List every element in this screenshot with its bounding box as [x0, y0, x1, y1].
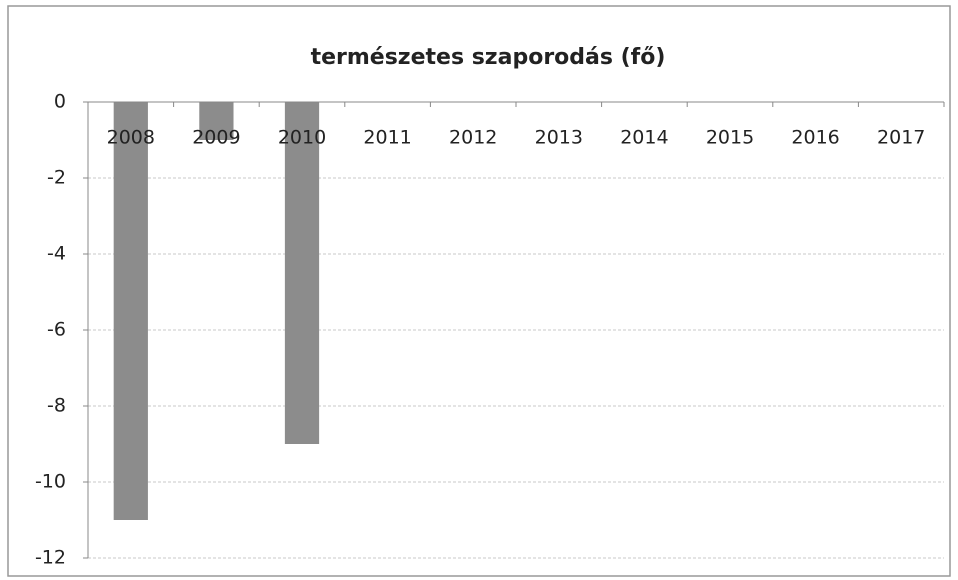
y-tick-label: -12: [35, 547, 66, 569]
x-tick-label: 2014: [620, 127, 668, 149]
y-tick-label: -10: [35, 471, 66, 493]
y-tick-label: -4: [47, 243, 66, 265]
y-tick-label: -8: [47, 395, 66, 417]
x-tick-label: 2009: [192, 127, 240, 149]
x-tick-label: 2008: [107, 127, 155, 149]
bar: [113, 102, 148, 520]
y-tick-label: 0: [54, 91, 66, 113]
x-tick-label: 2016: [791, 127, 839, 149]
chart-title: természetes szaporodás (fő): [311, 45, 666, 70]
y-tick-label: -2: [47, 167, 66, 189]
chart-frame: [7, 5, 951, 577]
y-tick-label: -6: [47, 319, 66, 341]
x-tick-label: 2017: [877, 127, 925, 149]
x-tick-label: 2012: [449, 127, 497, 149]
bar: [199, 102, 234, 140]
x-tick-label: 2013: [535, 127, 583, 149]
bar: [284, 102, 320, 444]
x-tick-label: 2011: [363, 127, 411, 149]
x-tick-label: 2010: [278, 127, 326, 149]
x-tick-label: 2015: [706, 127, 754, 149]
